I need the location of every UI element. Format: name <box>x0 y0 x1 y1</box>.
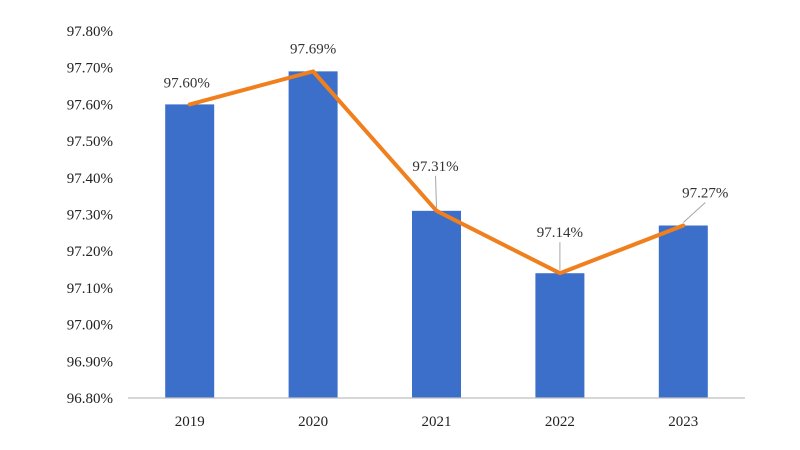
x-tick-label: 2021 <box>422 414 452 430</box>
y-tick-label: 97.60% <box>67 97 113 113</box>
leader-lines <box>435 175 706 271</box>
x-tick-label: 2023 <box>668 414 698 430</box>
y-tick-label: 96.80% <box>67 391 113 407</box>
trend-line <box>187 69 686 276</box>
bar <box>535 273 585 398</box>
y-tick-label: 97.10% <box>67 281 113 297</box>
y-tick-label: 97.00% <box>67 318 113 334</box>
bars <box>165 71 708 399</box>
data-label: 97.69% <box>290 41 336 57</box>
data-label: 97.60% <box>164 75 210 91</box>
leader-line <box>435 175 437 208</box>
data-label: 97.31% <box>412 159 458 175</box>
y-tick-label: 97.80% <box>67 24 113 40</box>
x-tick-label: 2019 <box>175 414 205 430</box>
data-label: 97.14% <box>537 225 583 241</box>
bar <box>412 210 461 398</box>
x-axis-tick-labels: 2019 2020 2021 2022 2023 <box>175 414 699 430</box>
y-tick-label: 97.20% <box>67 244 113 260</box>
y-tick-label: 96.90% <box>67 354 113 370</box>
data-labels: 97.60% 97.69% 97.31% 97.14% 97.27% <box>164 41 729 241</box>
y-tick-label: 97.30% <box>67 208 113 224</box>
bar <box>658 225 708 398</box>
data-label: 97.27% <box>682 186 728 202</box>
y-tick-label: 97.40% <box>67 171 113 187</box>
bar <box>288 71 338 399</box>
x-tick-label: 2020 <box>298 414 328 430</box>
bar <box>165 104 215 399</box>
y-axis-tick-labels: 96.80% 96.90% 97.00% 97.10% 97.20% 97.30% 97.4… <box>67 24 113 407</box>
leader-line <box>682 202 706 223</box>
y-tick-label: 97.70% <box>67 61 113 77</box>
x-tick-label: 2022 <box>545 414 575 430</box>
y-tick-label: 97.50% <box>67 134 113 150</box>
